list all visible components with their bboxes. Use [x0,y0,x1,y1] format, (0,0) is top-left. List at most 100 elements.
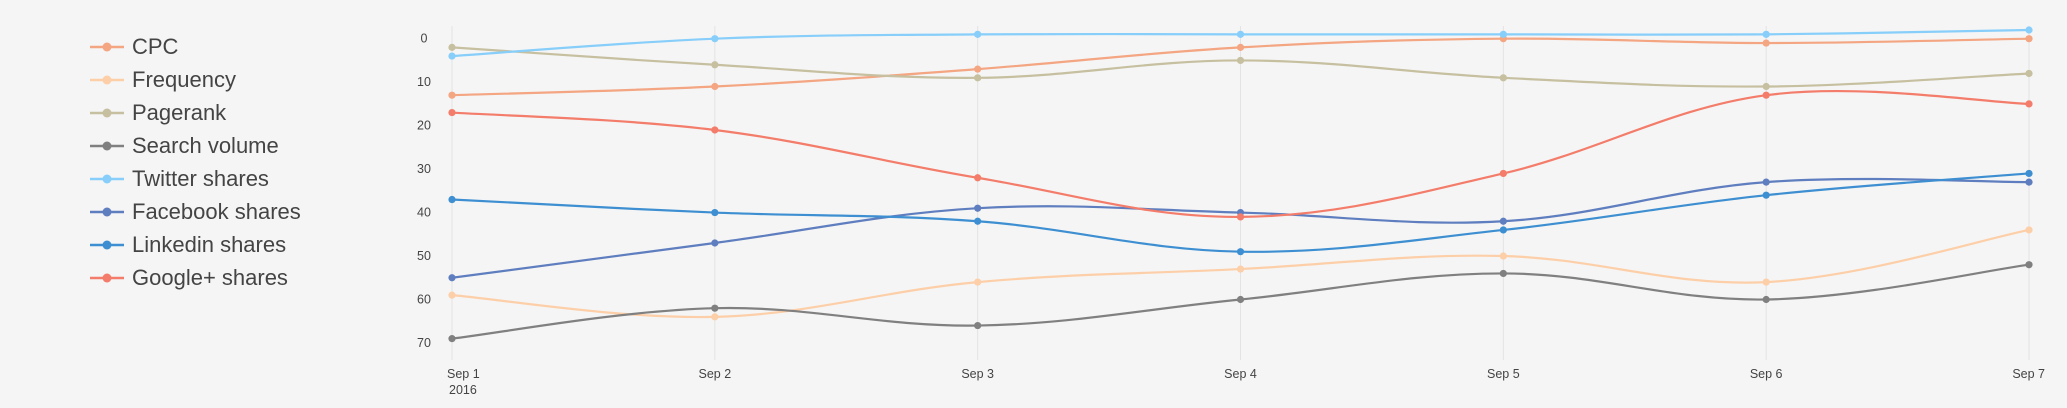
data-point[interactable] [1236,265,1245,273]
data-point[interactable] [448,91,456,99]
x-axis-ticks: Sep 1 2016 Sep 2 Sep 3 Sep 4 Sep 5 Sep 6 Sep 7 [447,367,2045,397]
x-tick-label: Sep 3 [961,367,994,381]
legend-swatch [90,141,124,150]
data-point[interactable] [448,52,456,60]
x-tick-label: Sep 6 [1750,367,1783,381]
legend-swatch [90,75,124,84]
x-tick-label: Sep 5 [1487,367,1520,381]
data-point[interactable] [711,304,719,312]
data-point[interactable] [974,65,982,73]
y-tick-label: 0 [421,32,428,46]
data-point[interactable] [2025,35,2033,43]
legend-item[interactable]: Search volume [90,129,301,162]
data-point[interactable] [448,291,456,299]
data-point[interactable] [2025,226,2033,234]
data-point[interactable] [1762,39,1770,47]
data-point[interactable] [1762,91,1770,99]
x-tick-label: Sep 7 [2012,367,2045,381]
grid [451,26,2030,360]
data-point[interactable] [1499,226,1507,234]
data-point[interactable] [448,108,456,117]
legend-label: Facebook shares [132,198,301,224]
data-point[interactable] [974,204,982,212]
data-point[interactable] [711,126,719,134]
legend-label: Google+ shares [132,264,288,290]
data-point[interactable] [711,208,719,217]
data-point[interactable] [2025,169,2033,178]
data-point[interactable] [711,35,719,43]
data-point[interactable] [1762,82,1770,91]
data-point[interactable] [448,43,456,51]
legend-item[interactable]: Linkedin shares [90,228,301,261]
data-point[interactable] [2025,178,2033,186]
legend-swatch [90,273,124,282]
data-point[interactable] [974,217,982,225]
data-point[interactable] [1236,30,1245,38]
legend-label: Frequency [132,66,236,92]
legend-swatch [90,207,124,216]
x-tick-label: Sep 4 [1224,367,1257,381]
y-tick-label: 20 [417,119,431,133]
data-point[interactable] [1236,248,1245,256]
y-tick-label: 50 [417,249,431,263]
data-point[interactable] [1499,217,1507,225]
series-group [448,89,2033,221]
legend-swatch [90,42,124,51]
data-point[interactable] [1499,169,1507,178]
legend-item[interactable]: Google+ shares [90,261,301,294]
y-tick-label: 70 [417,336,431,350]
data-point[interactable] [711,313,719,321]
data-point[interactable] [448,335,456,343]
legend-item[interactable]: Pagerank [90,96,301,129]
legend-item[interactable]: CPC [90,30,301,63]
y-tick-label: 30 [417,162,431,176]
legend-label: Linkedin shares [132,231,287,257]
legend-swatch [90,240,124,249]
data-point[interactable] [448,195,456,204]
legend-item[interactable]: Frequency [90,63,301,96]
series-group [448,226,2033,321]
data-point[interactable] [974,278,982,286]
data-point[interactable] [974,74,982,82]
data-point[interactable] [1762,191,1770,199]
legend-label: Pagerank [132,99,227,125]
chart-legend: CPC Frequency Pagerank Search volume Twitter… [90,30,301,294]
data-point[interactable] [1236,295,1245,304]
legend-swatch [90,174,124,183]
legend-item[interactable]: Facebook shares [90,195,301,228]
data-point[interactable] [974,321,982,330]
data-point[interactable] [1762,295,1770,304]
data-point[interactable] [1236,56,1245,65]
data-point[interactable] [2025,69,2033,78]
y-tick-label: 40 [417,206,431,220]
data-point[interactable] [1499,269,1507,278]
series-group [448,26,2033,60]
data-point[interactable] [448,274,456,282]
data-point[interactable] [1236,43,1245,51]
data-point[interactable] [2025,26,2033,34]
x-tick-sublabel: 2016 [449,383,477,397]
data-point[interactable] [711,61,719,69]
data-point[interactable] [1499,252,1507,260]
series-group [448,169,2033,256]
x-tick-label: Sep 1 [447,367,480,381]
data-point[interactable] [711,239,719,247]
y-tick-label: 60 [417,292,431,306]
data-point[interactable] [1762,278,1770,286]
legend-label: CPC [132,33,179,59]
data-point[interactable] [2025,261,2033,269]
x-tick-label: Sep 2 [698,367,731,381]
data-point[interactable] [974,30,982,38]
data-point[interactable] [1499,74,1507,82]
data-point[interactable] [1499,30,1507,38]
data-point[interactable] [1762,30,1770,38]
data-point[interactable] [2025,100,2033,108]
legend-swatch [90,108,124,117]
legend-item[interactable]: Twitter shares [90,162,301,195]
data-point[interactable] [1236,213,1245,221]
legend-label: Twitter shares [132,165,269,191]
data-point[interactable] [711,82,719,91]
data-point[interactable] [974,174,982,182]
data-point[interactable] [1762,178,1770,186]
